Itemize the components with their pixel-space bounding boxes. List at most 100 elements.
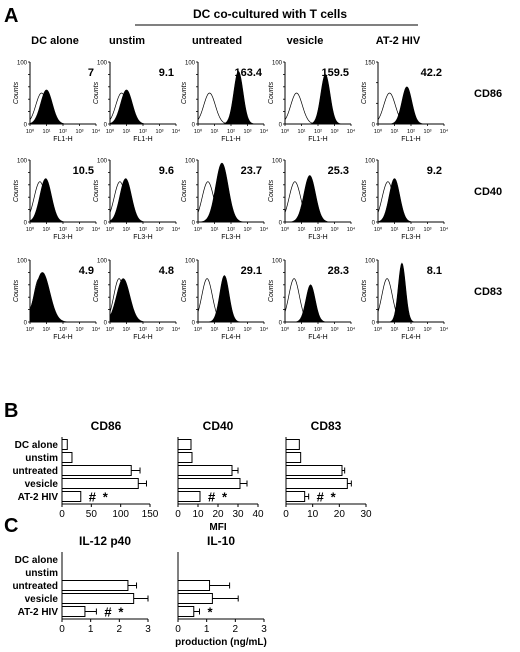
histogram-x-tick-label: 10²: [407, 129, 415, 135]
bar: [285, 491, 306, 502]
histogram-filled-curve: [109, 89, 176, 125]
histogram-x-label: FL3-H: [221, 234, 240, 241]
histogram-mfi-value: 159.5: [321, 67, 349, 79]
histogram-control-curve: [377, 278, 444, 323]
histogram-filled-curve: [109, 178, 176, 223]
bar-x-tick-label: 10: [307, 509, 319, 520]
histogram-y-tick-label: 100: [185, 159, 196, 165]
histogram-control-curve: [284, 278, 351, 323]
histogram-filled-curve: [29, 178, 96, 223]
histogram-y-label: Counts: [268, 279, 275, 302]
histogram-x-tick-label: 10⁴: [440, 326, 449, 333]
bar-x-label: production (ng/mL): [175, 637, 267, 648]
histogram-x-tick-label: 10⁰: [106, 128, 115, 135]
histogram-y-tick-label: 0: [24, 321, 28, 327]
histogram-x-tick-label: 10⁰: [194, 226, 203, 233]
bar-x-tick-label: 3: [261, 624, 267, 635]
histogram-control-curve: [284, 181, 351, 223]
marker-label-cd40: CD40: [474, 186, 502, 198]
bar-x-tick-label: 0: [283, 509, 289, 520]
bar-x-tick-label: 150: [142, 509, 159, 520]
histogram-panel: 0 100 10⁰ 10¹ 10² 10³ 10⁴ Counts FL3-H 23.7: [181, 159, 269, 242]
histogram-x-tick-label: 10⁴: [347, 128, 356, 135]
bar-chart-title: CD83: [311, 419, 342, 433]
histogram-y-tick-label: 100: [272, 61, 283, 67]
histogram-mfi-value: 42.2: [421, 67, 442, 79]
histogram-y-tick-label: 0: [279, 321, 283, 327]
bar-annotation: *: [208, 605, 214, 620]
histogram-x-tick-label: 10¹: [43, 327, 51, 333]
histogram-x-label: FL4-H: [133, 334, 152, 341]
bar-x-tick-label: 0: [175, 509, 181, 520]
histogram-control-curve: [197, 278, 264, 323]
bar-category-label: unstim: [25, 453, 58, 464]
histogram-x-tick-label: 10³: [156, 327, 164, 333]
histogram-x-tick-label: 10³: [76, 327, 84, 333]
panel-label-a: A: [4, 5, 18, 27]
histogram-y-tick-label: 0: [192, 221, 196, 227]
bar: [61, 439, 68, 450]
histogram-y-label: Counts: [13, 279, 20, 302]
histogram-x-label: FL4-H: [221, 334, 240, 341]
histogram-x-tick-label: 10¹: [123, 227, 131, 233]
histogram-x-tick-label: 10²: [227, 227, 235, 233]
histogram-y-tick-label: 150: [365, 61, 376, 67]
histogram-mfi-value: 163.4: [234, 67, 262, 79]
histogram-mfi-value: 7: [88, 67, 94, 79]
histogram-x-tick-label: 10⁴: [347, 326, 356, 333]
histogram-y-tick-label: 0: [104, 123, 108, 129]
bar: [177, 439, 192, 450]
histogram-filled-curve: [285, 284, 351, 323]
histogram-y-label: Counts: [361, 279, 368, 302]
histogram-x-tick-label: 10²: [407, 327, 415, 333]
histogram-x-tick-label: 10⁴: [172, 326, 181, 333]
histogram-x-tick-label: 10⁰: [194, 128, 203, 135]
histogram-filled-curve: [109, 278, 176, 323]
bar-chart-il12: IL-12 p40 0 1 2 3 DC alone unstim untreated vesi…: [12, 534, 151, 635]
bar: [285, 439, 300, 450]
histogram-filled-curve: [198, 70, 264, 125]
column-title: AT-2 HIV: [376, 35, 421, 47]
histogram-x-tick-label: 10⁰: [26, 326, 35, 333]
histogram-x-label: FL1-H: [401, 136, 420, 143]
histogram-x-label: FL4-H: [401, 334, 420, 341]
histogram-x-tick-label: 10⁰: [374, 128, 383, 135]
histogram-control-curve: [29, 181, 96, 223]
bar-x-tick-label: 2: [117, 624, 123, 635]
histogram-x-tick-label: 10⁴: [347, 226, 356, 233]
bar-chart-title: CD40: [203, 419, 234, 433]
histogram-control-curve: [197, 92, 264, 125]
bar-category-label: untreated: [12, 466, 58, 477]
column-title: vesicle: [287, 35, 324, 47]
bar: [177, 606, 195, 617]
bar-x-tick-label: 3: [145, 624, 151, 635]
histogram-y-label: Counts: [13, 179, 20, 202]
histogram-x-tick-label: 10³: [244, 327, 252, 333]
histogram-y-tick-label: 0: [192, 321, 196, 327]
bar: [61, 491, 82, 502]
histogram-control-curve: [197, 181, 264, 223]
histogram-panel: 0 100 10⁰ 10¹ 10² 10³ 10⁴ Counts FL1-H 9.1: [93, 61, 181, 144]
histogram-x-tick-label: 10²: [407, 227, 415, 233]
bar: [177, 491, 201, 502]
histogram-x-tick-label: 10⁰: [106, 326, 115, 333]
histogram-y-label: Counts: [181, 179, 188, 202]
histogram-x-tick-label: 10¹: [391, 227, 399, 233]
histogram-panel: 0 150 10⁰ 10¹ 10² 10³ 10⁴ Counts FL1-H 42.2: [361, 61, 449, 144]
bar-chart-cd40: CD40 0 10 20 30 40 MFI # *: [175, 419, 264, 533]
histogram-y-tick-label: 0: [24, 123, 28, 129]
histogram-y-tick-label: 0: [24, 221, 28, 227]
histogram-y-label: Counts: [361, 81, 368, 104]
histogram-y-label: Counts: [13, 81, 20, 104]
header-group-title: DC co-cultured with T cells: [193, 7, 347, 21]
histogram-y-tick-label: 0: [279, 123, 283, 129]
bar-category-label: unstim: [25, 568, 58, 579]
histogram-y-tick-label: 100: [185, 61, 196, 67]
histogram-x-tick-label: 10⁴: [92, 326, 101, 333]
histogram-mfi-value: 9.6: [159, 165, 174, 177]
histogram-mfi-value: 23.7: [241, 165, 262, 177]
histogram-x-tick-label: 10⁰: [281, 128, 290, 135]
histogram-x-label: FL1-H: [53, 136, 72, 143]
bar-chart-cd86: CD86 0 50 100 150 DC alone unstim untreated vesi…: [12, 419, 158, 520]
